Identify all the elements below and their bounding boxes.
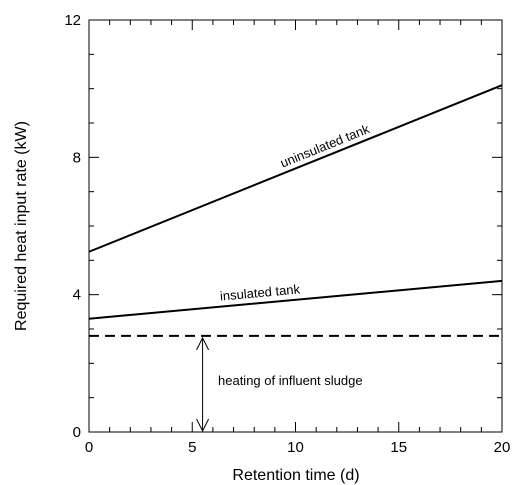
minor-ticks <box>89 20 502 432</box>
major-ticks <box>88 19 503 433</box>
arrow-head-down <box>196 418 210 433</box>
annotation-arrow <box>196 336 210 433</box>
y-tick-label: 4 <box>73 287 81 304</box>
series-label-0: uninsulated tank <box>278 121 372 171</box>
series-labels: uninsulated tank insulated tank <box>219 121 372 304</box>
x-tick-label: 0 <box>85 439 93 456</box>
x-tick-label: 15 <box>390 439 407 456</box>
series-lines <box>88 84 503 337</box>
x-axis-title: Retention time (d) <box>232 467 359 484</box>
arrow-head-up <box>196 336 210 351</box>
x-tick-labels: 0 5 10 15 20 <box>85 439 511 456</box>
y-tick-label: 12 <box>64 12 81 29</box>
x-tick-label: 5 <box>188 439 196 456</box>
x-tick-label: 20 <box>494 439 511 456</box>
series-line-1 <box>88 279 503 320</box>
x-tick-label: 10 <box>287 439 304 456</box>
series-label-1: insulated tank <box>219 281 301 303</box>
y-tick-label: 0 <box>73 424 81 441</box>
annotation-text: heating of influent sludge <box>218 373 363 388</box>
y-axis-title: Required heat input rate (kW) <box>13 121 30 331</box>
y-tick-label: 8 <box>73 149 81 166</box>
series-line-0 <box>88 84 503 253</box>
y-tick-labels: 0 4 8 12 <box>64 12 81 441</box>
